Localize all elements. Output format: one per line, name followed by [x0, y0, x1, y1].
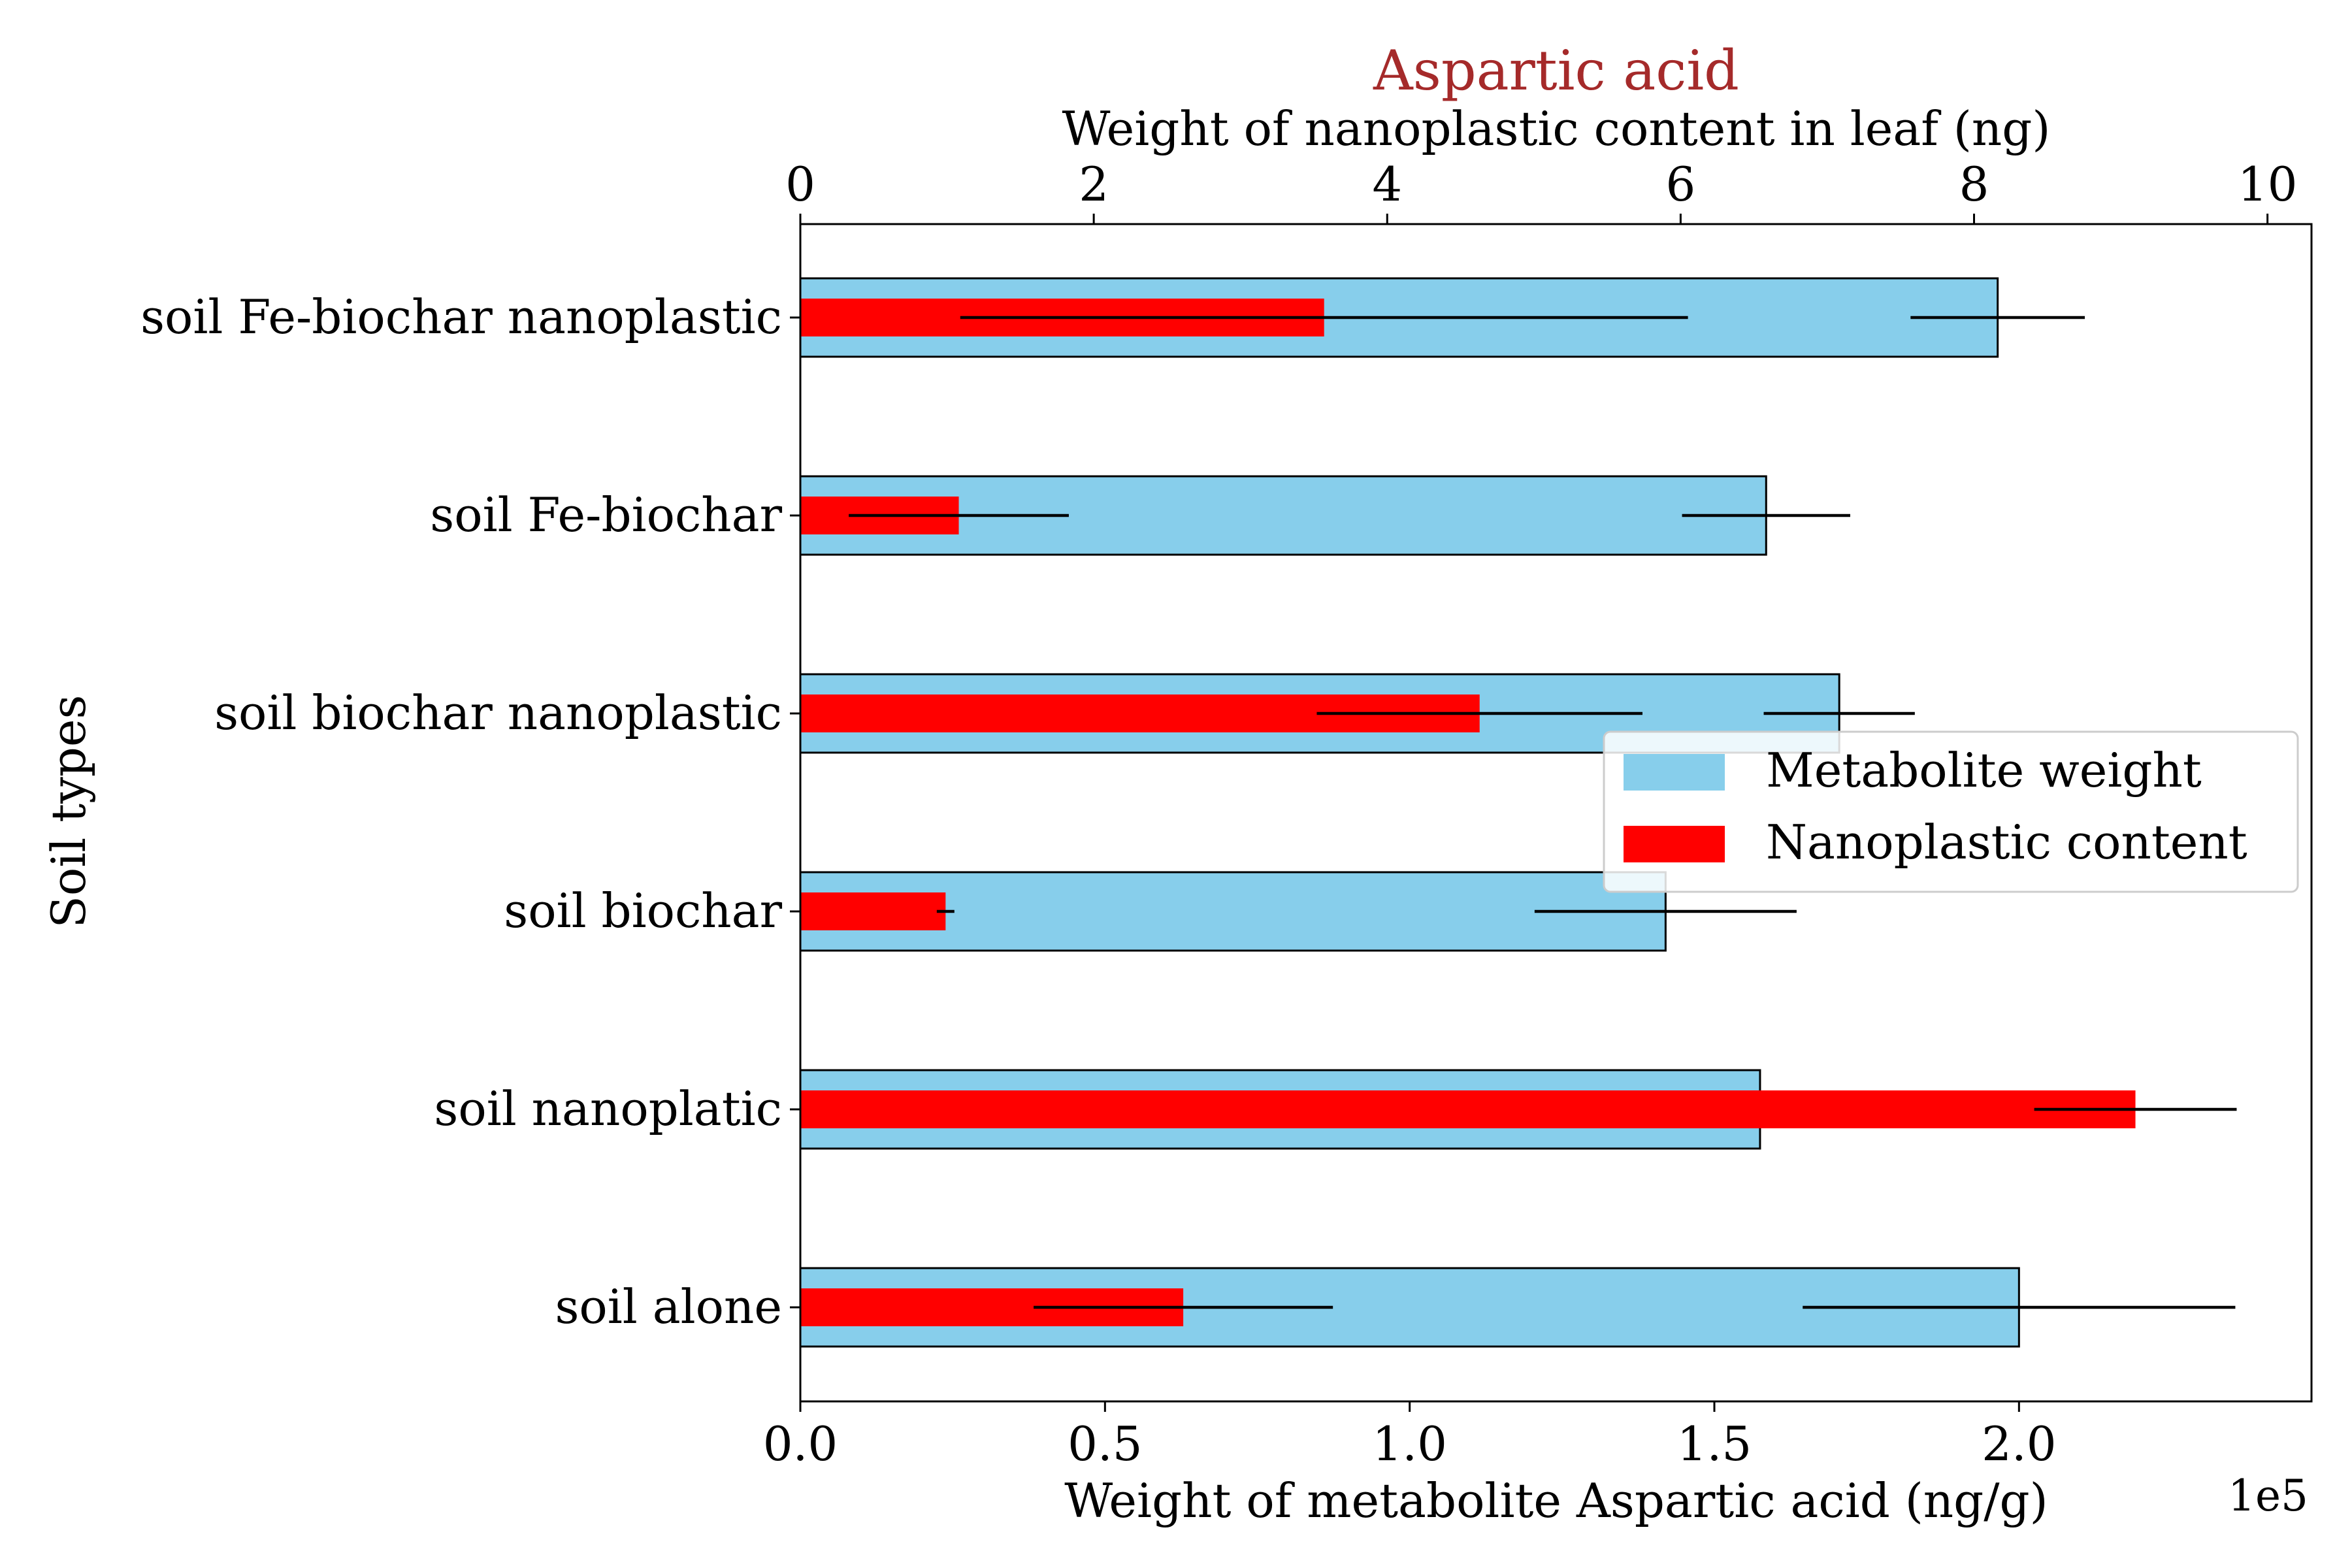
top-x-tick-label: 8: [1959, 157, 1989, 212]
y-tick-label: soil biochar nanoplastic: [214, 685, 782, 740]
y-tick-label: soil alone: [555, 1279, 782, 1334]
y-tick-label: soil Fe-biochar nanoplastic: [140, 289, 782, 344]
legend-box: [1603, 730, 2299, 893]
top-x-tick-label: 10: [2238, 157, 2298, 212]
bottom-x-tick-label: 1.0: [1372, 1416, 1447, 1471]
top-x-tick-label: 2: [1079, 157, 1109, 212]
y-tick-label: soil Fe-biochar: [430, 487, 782, 542]
plot-frame: [799, 223, 2313, 1403]
top-axis-label: Weight of nanoplastic content in leaf (n…: [1062, 101, 2051, 156]
error-bars-layer: [849, 316, 2237, 1309]
top-x-tick-label: 0: [785, 157, 815, 212]
bottom-x-tick-label: 0.5: [1068, 1416, 1143, 1471]
y-tick-label: soil biochar: [504, 883, 782, 938]
legend-label: Metabolite weight: [1766, 743, 2202, 798]
legend-swatch-metabolite: [1624, 754, 1725, 791]
top-x-tick-label: 4: [1372, 157, 1402, 212]
legend: Metabolite weight Nanoplastic content: [1603, 730, 2299, 893]
legend-swatch-nanoplastic: [1624, 826, 1725, 862]
nanoplastic-bar: [800, 892, 946, 930]
y-axis-label: Soil types: [41, 695, 96, 928]
top-x-tick-label: 6: [1665, 157, 1695, 212]
bottom-axis-offset-label: 1e5: [2228, 1471, 2308, 1521]
chart-title: Aspartic acid: [1373, 39, 1739, 103]
nanoplastic-bar: [800, 1090, 2136, 1128]
ticks-layer: soil Fe-biochar nanoplastic soil Fe-bioch…: [140, 157, 2297, 1471]
y-tick-label: soil nanoplatic: [434, 1081, 782, 1136]
bottom-axis-label: Weight of metabolite Aspartic acid (ng/g…: [1064, 1473, 2048, 1528]
bottom-x-tick-label: 2.0: [1982, 1416, 2057, 1471]
bottom-x-tick-label: 1.5: [1677, 1416, 1752, 1471]
legend-label: Nanoplastic content: [1766, 815, 2247, 870]
bottom-x-tick-label: 0.0: [763, 1416, 838, 1471]
